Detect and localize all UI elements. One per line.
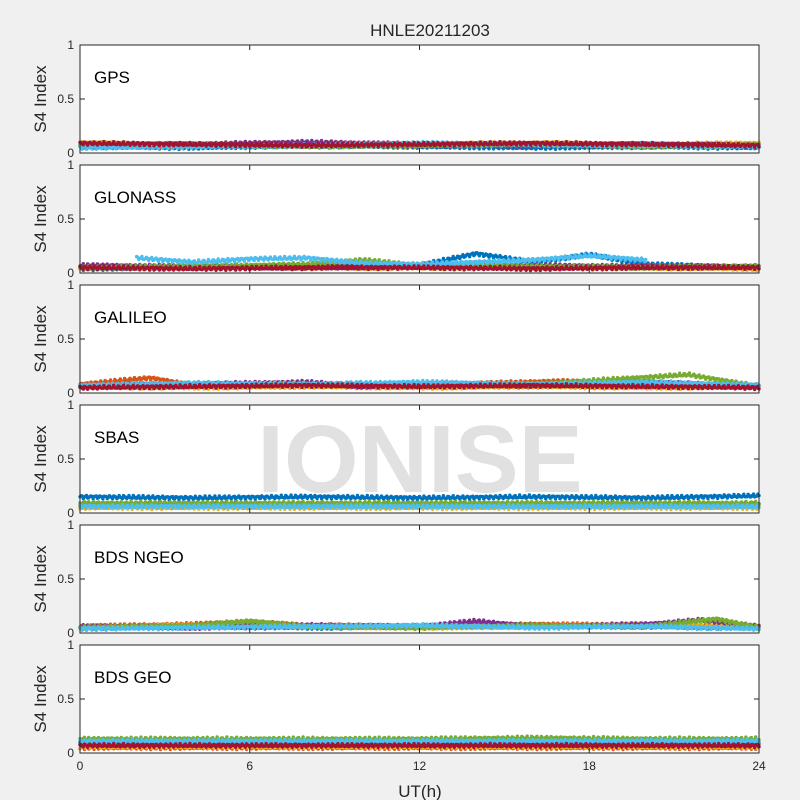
y-tick-label: 0.5	[57, 92, 74, 106]
panel-label: GPS	[94, 68, 130, 87]
series-dots	[78, 138, 761, 152]
y-axis-label: S4 Index	[31, 65, 50, 133]
figure-title: HNLE20211203	[370, 21, 490, 40]
panel-plot-area	[80, 165, 759, 273]
panel-plot-area	[80, 45, 759, 153]
y-tick-label: 1	[67, 38, 74, 52]
